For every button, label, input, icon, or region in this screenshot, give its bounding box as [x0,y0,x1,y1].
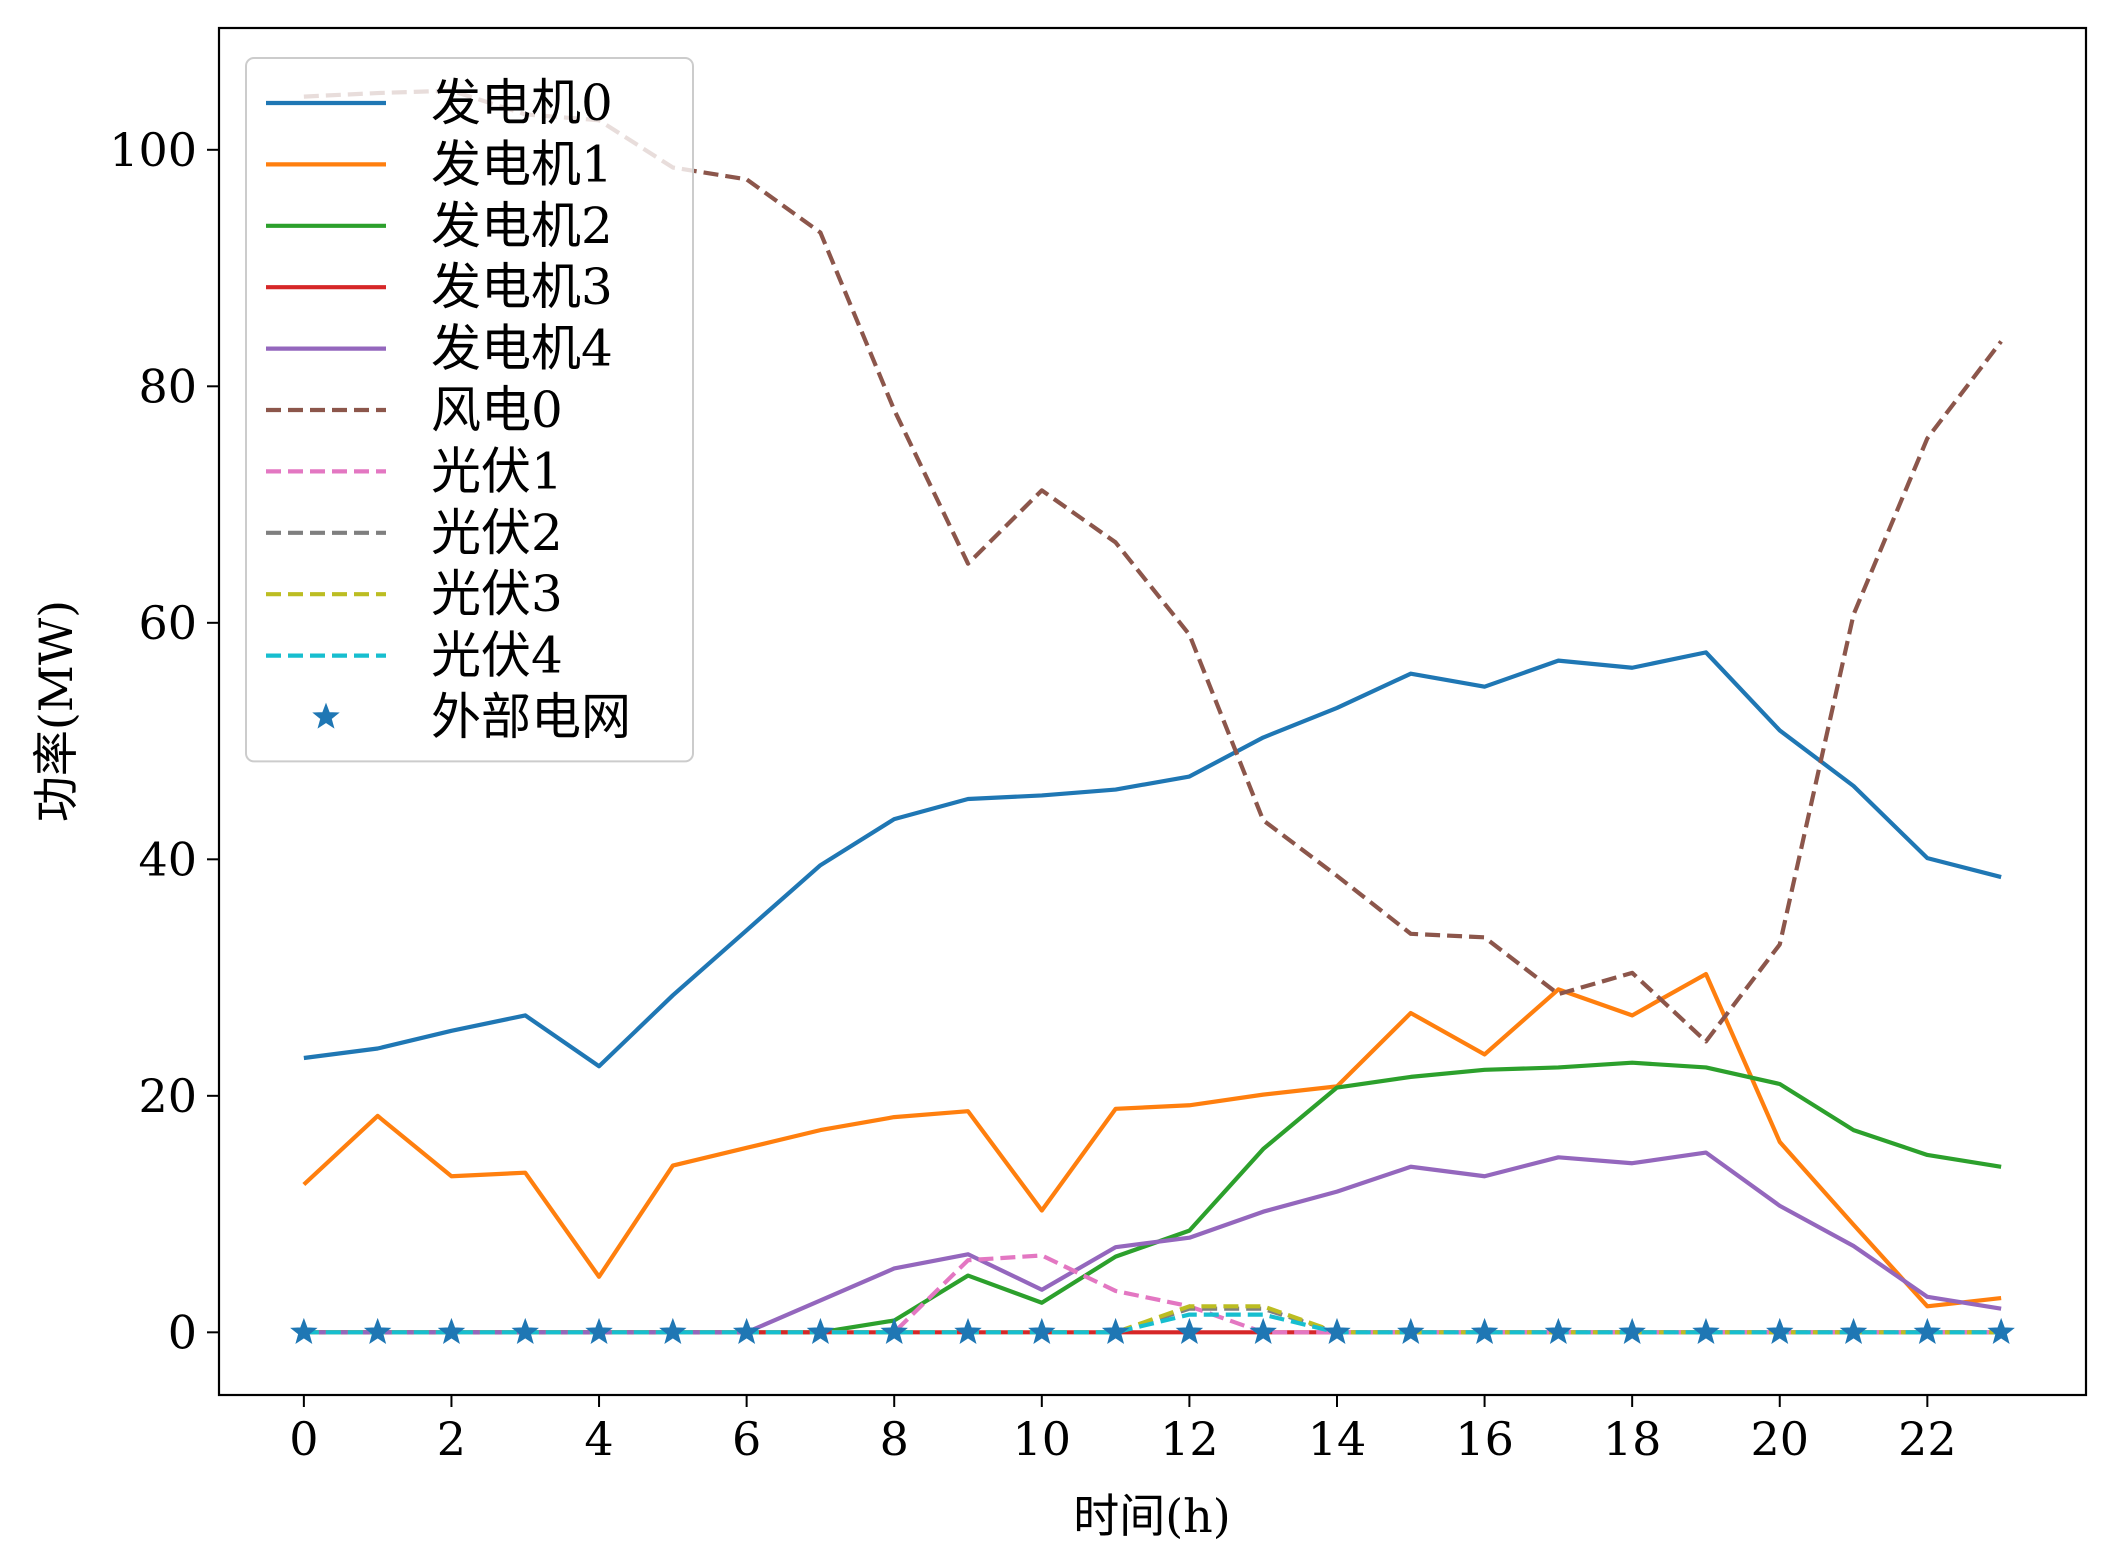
data-point-star [1546,1319,1571,1343]
series-line [304,1306,2001,1332]
data-point-star [292,1319,317,1343]
data-point-star [1767,1319,1792,1343]
legend-label: 发电机0 [431,74,613,132]
legend-label: 光伏4 [431,627,563,685]
x-tick-label: 0 [289,1412,318,1466]
x-tick-label: 20 [1750,1412,1809,1466]
x-tick-label: 16 [1455,1412,1514,1466]
legend-label: 光伏1 [431,442,563,500]
series-line [304,1153,2001,1333]
legend-label: 发电机3 [431,258,613,316]
data-point-star [1620,1319,1645,1343]
y-tick-label: 100 [109,123,197,177]
x-tick-label: 8 [880,1412,909,1466]
legend-label: 风电0 [431,381,563,439]
data-point-star [1177,1319,1202,1343]
x-tick-label: 10 [1013,1412,1072,1466]
data-point-star [513,1319,538,1343]
data-point-star [1694,1319,1719,1343]
x-tick-label: 4 [584,1412,613,1466]
series-line [304,1315,2001,1333]
data-point-star [1398,1319,1423,1343]
legend-label: 发电机1 [431,135,613,193]
data-point-star [1325,1319,1350,1343]
x-tick-label: 18 [1603,1412,1662,1466]
series-line [304,1063,2001,1333]
x-axis-label: 时间(h) [1073,1489,1231,1543]
y-axis: 0 20 40 60 80 100 [109,123,219,1360]
x-axis: 0 2 4 6 8 10 12 14 16 18 20 22 [289,1395,1956,1466]
x-tick-label: 22 [1898,1412,1957,1466]
data-point-star [439,1319,464,1343]
y-tick-label: 0 [168,1305,197,1359]
data-point-star [365,1319,390,1343]
data-point-star [1841,1319,1866,1343]
legend-label: 发电机4 [431,320,613,378]
y-tick-label: 40 [138,832,197,886]
data-point-star [587,1319,612,1343]
data-point-star [1989,1319,2014,1343]
x-tick-label: 2 [437,1412,466,1466]
series-line [304,974,2001,1306]
legend-label: 光伏3 [431,565,563,623]
y-tick-label: 20 [138,1069,197,1123]
legend-label: 发电机2 [431,197,613,255]
y-axis-label: 功率(MW) [29,600,83,822]
legend-label: 光伏2 [431,504,563,562]
y-tick-label: 80 [138,359,197,413]
x-tick-label: 12 [1160,1412,1219,1466]
data-point-star [1029,1319,1054,1343]
y-tick-label: 60 [138,596,197,650]
data-point-star [808,1319,833,1343]
data-point-star [956,1319,981,1343]
data-point-star [660,1319,685,1343]
data-point-star [1251,1319,1276,1343]
data-point-star [734,1319,759,1343]
data-point-star [1103,1319,1128,1343]
legend-label: 外部电网 [431,688,631,746]
data-point-star [1472,1319,1497,1343]
x-tick-label: 6 [732,1412,761,1466]
x-tick-label: 14 [1308,1412,1367,1466]
data-point-star [1915,1319,1940,1343]
